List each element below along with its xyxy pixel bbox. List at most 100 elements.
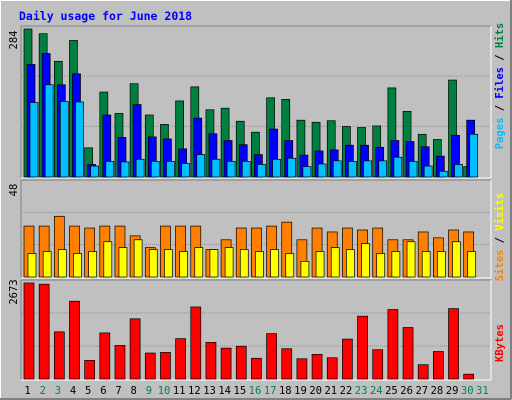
x-tick-label: 30 bbox=[461, 385, 474, 397]
kbytes-bar bbox=[387, 309, 399, 380]
x-tick-label: 10 bbox=[158, 385, 171, 397]
pages-bar bbox=[348, 161, 357, 178]
kbytes-bar bbox=[235, 345, 247, 380]
visits-bar bbox=[73, 253, 82, 278]
x-tick-label: 29 bbox=[446, 385, 459, 397]
pages-bar bbox=[302, 166, 312, 178]
kbytes-bar bbox=[205, 342, 217, 380]
pages-bar bbox=[408, 161, 418, 178]
kbytes-bar bbox=[69, 300, 80, 380]
pages-bar bbox=[272, 158, 281, 178]
legend-kbytes: KBytes bbox=[494, 324, 506, 362]
x-tick-label: 11 bbox=[173, 385, 186, 397]
x-tick-label: 31 bbox=[476, 385, 489, 397]
kbytes-bar bbox=[417, 364, 429, 380]
visits-bar bbox=[346, 249, 355, 278]
pages-bar bbox=[257, 164, 266, 178]
x-tick-label: 2 bbox=[40, 385, 46, 397]
pages-bar bbox=[439, 170, 448, 178]
x-tick-label: 5 bbox=[85, 385, 91, 397]
ymax-label: 284 bbox=[8, 31, 20, 50]
visits-bar bbox=[42, 251, 52, 278]
pages-bar bbox=[211, 158, 221, 178]
pages-bar bbox=[454, 164, 463, 178]
visits-bar bbox=[88, 251, 97, 278]
x-tick-label: 21 bbox=[324, 385, 337, 397]
visits-bar bbox=[133, 239, 143, 278]
pages-bar bbox=[166, 161, 175, 178]
pages-bar bbox=[287, 157, 297, 178]
kbytes-bar bbox=[433, 351, 444, 380]
visits-bar bbox=[330, 247, 340, 278]
kbytes-bar bbox=[266, 333, 277, 380]
chart-title: Daily usage for June 2018 bbox=[19, 9, 192, 23]
x-tick-label: 4 bbox=[70, 385, 76, 397]
pages-bar bbox=[317, 163, 327, 178]
x-tick-label: 23 bbox=[355, 385, 368, 397]
pages-bar bbox=[196, 154, 206, 178]
visits-bar bbox=[452, 241, 461, 278]
visits-bar bbox=[239, 249, 249, 278]
pages-bar bbox=[44, 84, 54, 178]
visits-bar bbox=[255, 251, 264, 278]
visits-bar bbox=[391, 251, 401, 278]
visits-bar bbox=[376, 253, 386, 278]
x-tick-label: 6 bbox=[100, 385, 106, 397]
pages-bar bbox=[226, 161, 236, 178]
legend-sites-visits: Sites / Visits bbox=[494, 193, 506, 282]
x-tick-label: 16 bbox=[249, 385, 262, 397]
legend-pages-files-hits: Pages / Files / Hits bbox=[494, 23, 506, 149]
x-tick-label: 8 bbox=[131, 385, 137, 397]
x-tick-label: 18 bbox=[279, 385, 292, 397]
pages-bar bbox=[241, 161, 251, 178]
x-tick-label: 22 bbox=[340, 385, 353, 397]
kbytes-bar bbox=[129, 318, 141, 380]
kbytes-bar bbox=[357, 315, 368, 380]
ymax-label: 48 bbox=[8, 184, 20, 197]
visits-bar bbox=[467, 251, 477, 278]
x-tick-label: 19 bbox=[294, 385, 307, 397]
kbytes-bar bbox=[175, 338, 186, 380]
x-tick-label: 9 bbox=[146, 385, 152, 397]
kbytes-bar bbox=[326, 357, 338, 380]
visits-bar bbox=[57, 249, 67, 278]
x-tick-label: 26 bbox=[400, 385, 413, 397]
visits-bar bbox=[315, 251, 325, 278]
pages-bar bbox=[29, 102, 39, 178]
visits-bar bbox=[194, 247, 204, 278]
visits-bar bbox=[406, 241, 416, 278]
pages-bar bbox=[332, 160, 342, 178]
pages-bar bbox=[469, 133, 479, 178]
x-tick-label: 1 bbox=[24, 385, 30, 397]
pages-bar bbox=[423, 165, 433, 178]
x-tick-label: 25 bbox=[385, 385, 398, 397]
visits-bar bbox=[300, 260, 310, 278]
pages-bar bbox=[59, 101, 69, 178]
pages-bar bbox=[90, 165, 99, 178]
kbytes-bar bbox=[160, 352, 171, 380]
kbytes-bar bbox=[190, 306, 202, 380]
pages-bar bbox=[393, 156, 403, 178]
visits-bar bbox=[27, 253, 37, 278]
visits-bar bbox=[164, 249, 173, 278]
kbytes-bar bbox=[23, 282, 35, 380]
pages-bar bbox=[363, 160, 372, 178]
x-tick-label: 14 bbox=[218, 385, 231, 397]
x-tick-label: 28 bbox=[431, 385, 444, 397]
kbytes-bar bbox=[53, 331, 65, 380]
kbytes-bar bbox=[311, 354, 323, 380]
x-tick-label: 17 bbox=[264, 385, 277, 397]
kbytes-bar bbox=[220, 347, 232, 380]
kbytes-bar bbox=[448, 308, 459, 380]
visits-bar bbox=[270, 249, 279, 278]
visits-bar bbox=[118, 247, 128, 278]
pages-bar bbox=[105, 161, 115, 178]
kbytes-bar bbox=[281, 348, 293, 380]
visits-bar bbox=[179, 251, 188, 278]
x-tick-label: 7 bbox=[115, 385, 121, 397]
x-tick-label: 12 bbox=[188, 385, 201, 397]
pages-bar bbox=[150, 161, 160, 178]
x-tick-label: 13 bbox=[203, 385, 216, 397]
kbytes-bar bbox=[251, 357, 262, 380]
